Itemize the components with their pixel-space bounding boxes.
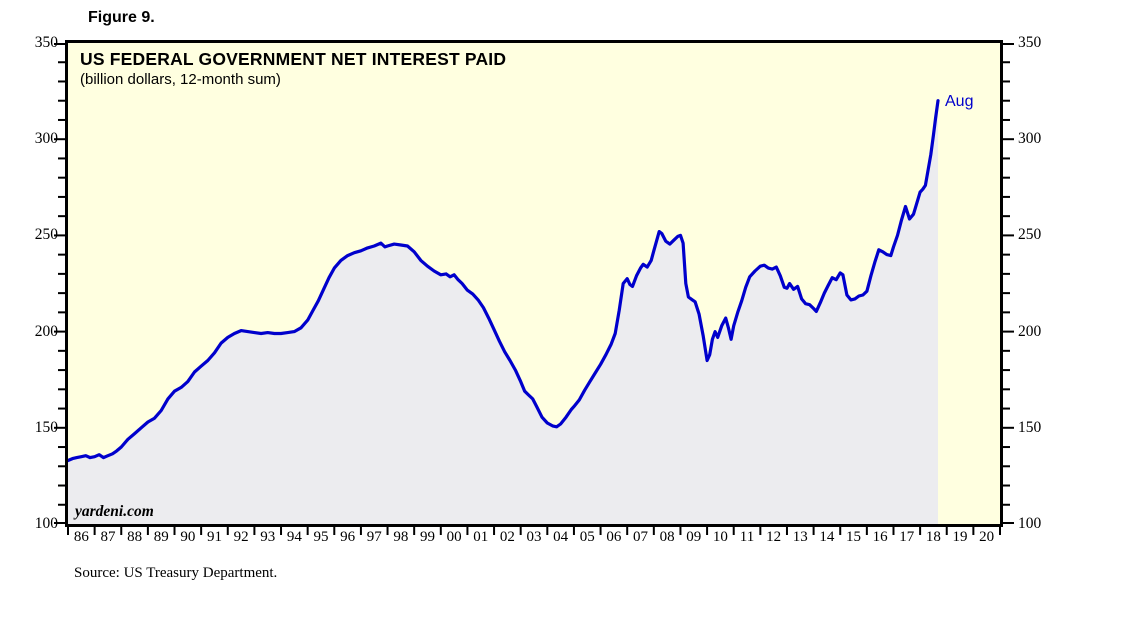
x-tick-label: 92 <box>233 529 249 545</box>
x-tick-label: 18 <box>925 529 941 545</box>
y-tick-label: 200 <box>34 322 58 340</box>
x-tick-label: 13 <box>792 529 808 545</box>
x-tick-label: 09 <box>686 529 702 545</box>
y-tick-label: 350 <box>34 34 58 51</box>
x-tick-label: 19 <box>952 529 968 545</box>
area-fill <box>68 100 938 524</box>
x-tick-label: 86 <box>73 529 89 545</box>
x-axis-labels: 86 87 88 89 90 91 92 93 94 95 96 97 98 99 00 01 02 03 04 05… <box>65 528 1010 548</box>
x-tick-label: 99 <box>419 529 435 545</box>
x-tick-label: 08 <box>659 529 675 545</box>
y-tick-label: 100 <box>1018 515 1042 532</box>
x-tick-label: 00 <box>446 529 462 545</box>
x-tick-label: 88 <box>127 529 143 545</box>
y-tick-label: 350 <box>1018 34 1042 51</box>
x-tick-label: 10 <box>712 529 728 545</box>
y-axis-labels-right: 100 150 200 250 300 350 <box>1018 0 1068 621</box>
x-tick-label: 15 <box>846 529 862 545</box>
x-tick-label: 98 <box>393 529 409 545</box>
chart-subtitle: (billion dollars, 12-month sum) <box>80 71 281 88</box>
x-tick-label: 89 <box>153 529 169 545</box>
x-tick-label: 95 <box>313 529 329 545</box>
x-tick-label: 17 <box>899 529 915 545</box>
left-axis-ticks <box>54 43 65 524</box>
right-axis-ticks <box>1003 43 1014 524</box>
y-tick-label: 150 <box>34 418 58 436</box>
x-tick-label: 20 <box>979 529 995 545</box>
chart-area: US FEDERAL GOVERNMENT NET INTEREST PAID … <box>65 40 1003 527</box>
x-tick-label: 01 <box>473 529 489 545</box>
data-line <box>68 99 940 463</box>
x-tick-label: 04 <box>553 529 569 545</box>
watermark: yardeni.com <box>75 503 154 520</box>
x-tick-label: 11 <box>739 529 755 545</box>
x-tick-label: 93 <box>260 529 276 545</box>
last-point-annotation: Aug <box>945 93 974 110</box>
source-line: Source: US Treasury Department. <box>74 565 278 581</box>
x-tick-label: 07 <box>633 529 648 545</box>
x-tick-label: 02 <box>499 529 515 545</box>
x-tick-label: 16 <box>872 529 888 545</box>
x-tick-label: 03 <box>526 529 542 545</box>
x-tick-label: 87 <box>100 529 116 545</box>
y-tick-label: 150 <box>1018 418 1042 436</box>
x-tick-label: 05 <box>579 529 595 545</box>
line-chart-svg <box>68 99 940 524</box>
x-tick-label: 06 <box>606 529 622 545</box>
x-tick-label: 91 <box>206 529 222 545</box>
y-tick-label: 250 <box>1018 226 1042 244</box>
y-tick-label: 100 <box>34 515 58 532</box>
x-tick-label: 97 <box>366 529 382 545</box>
x-tick-label: 90 <box>180 529 196 545</box>
x-tick-label: 94 <box>286 529 302 545</box>
y-tick-label: 200 <box>1018 322 1042 340</box>
x-tick-label: 12 <box>766 529 782 545</box>
y-axis-labels-left: 100 150 200 250 300 350 <box>14 0 58 621</box>
y-tick-label: 300 <box>34 130 58 148</box>
y-tick-label: 250 <box>34 226 58 244</box>
x-tick-label: 96 <box>340 529 356 545</box>
figure-label: Figure 9. <box>88 9 155 26</box>
x-tick-label: 14 <box>819 529 835 545</box>
chart-title: US FEDERAL GOVERNMENT NET INTEREST PAID <box>80 49 507 69</box>
y-tick-label: 300 <box>1018 130 1042 148</box>
x-axis-ticks <box>67 527 1001 535</box>
